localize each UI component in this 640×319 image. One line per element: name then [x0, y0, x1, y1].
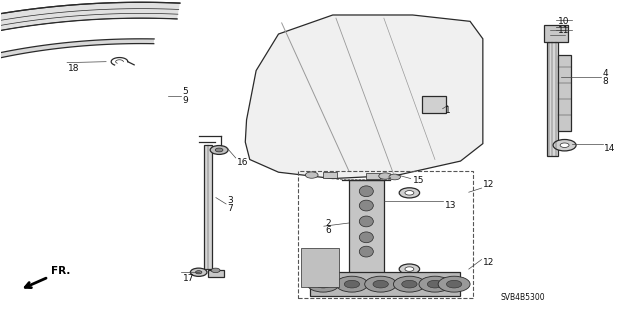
Bar [547, 42, 558, 156]
Circle shape [428, 280, 443, 288]
Bar [366, 173, 380, 179]
Circle shape [307, 276, 339, 292]
Circle shape [560, 143, 569, 147]
Circle shape [399, 264, 420, 274]
Text: FR.: FR. [51, 266, 70, 276]
Text: 14: 14 [604, 144, 616, 153]
Text: 13: 13 [445, 201, 456, 210]
Circle shape [389, 174, 401, 180]
Circle shape [394, 276, 426, 292]
Ellipse shape [359, 200, 373, 211]
Circle shape [405, 267, 414, 271]
Text: 5: 5 [182, 87, 188, 96]
Text: 11: 11 [557, 26, 569, 35]
Circle shape [365, 276, 397, 292]
Circle shape [399, 188, 420, 198]
Circle shape [447, 280, 462, 288]
Bar [422, 96, 447, 114]
Polygon shape [0, 2, 180, 249]
Circle shape [419, 276, 451, 292]
Circle shape [195, 271, 202, 274]
Bar [543, 25, 568, 42]
Circle shape [211, 268, 220, 272]
Circle shape [316, 280, 331, 288]
Bar [298, 171, 473, 298]
Text: 16: 16 [237, 158, 248, 167]
Circle shape [190, 268, 207, 276]
Circle shape [336, 276, 368, 292]
Text: 1: 1 [445, 106, 451, 115]
Bar [323, 172, 337, 178]
Circle shape [305, 172, 318, 178]
Bar [349, 180, 384, 290]
Text: 18: 18 [68, 64, 79, 73]
Text: 10: 10 [557, 17, 569, 26]
Text: 9: 9 [182, 96, 188, 105]
Text: 6: 6 [325, 226, 331, 235]
Text: 17: 17 [182, 274, 194, 283]
Text: 8: 8 [602, 77, 608, 86]
Bar [207, 270, 223, 277]
Polygon shape [0, 39, 154, 302]
Polygon shape [245, 15, 483, 179]
Bar [558, 55, 571, 131]
Text: 12: 12 [483, 258, 494, 267]
Text: 3: 3 [227, 196, 233, 205]
Bar [204, 145, 212, 269]
Ellipse shape [359, 186, 373, 197]
Circle shape [344, 280, 360, 288]
Circle shape [379, 173, 392, 179]
Text: 15: 15 [413, 176, 424, 185]
Text: SVB4B5300: SVB4B5300 [500, 293, 545, 302]
Circle shape [405, 191, 414, 195]
Text: 7: 7 [227, 204, 233, 213]
Circle shape [373, 280, 388, 288]
Circle shape [438, 276, 470, 292]
Ellipse shape [359, 216, 373, 227]
Ellipse shape [359, 232, 373, 243]
Circle shape [210, 145, 228, 154]
Text: 4: 4 [602, 69, 608, 78]
Text: 12: 12 [483, 181, 494, 189]
Ellipse shape [359, 246, 373, 257]
Circle shape [553, 139, 576, 151]
Bar [301, 249, 339, 286]
Text: 2: 2 [325, 219, 331, 227]
Bar [310, 272, 461, 296]
Circle shape [215, 148, 223, 152]
Circle shape [402, 280, 417, 288]
